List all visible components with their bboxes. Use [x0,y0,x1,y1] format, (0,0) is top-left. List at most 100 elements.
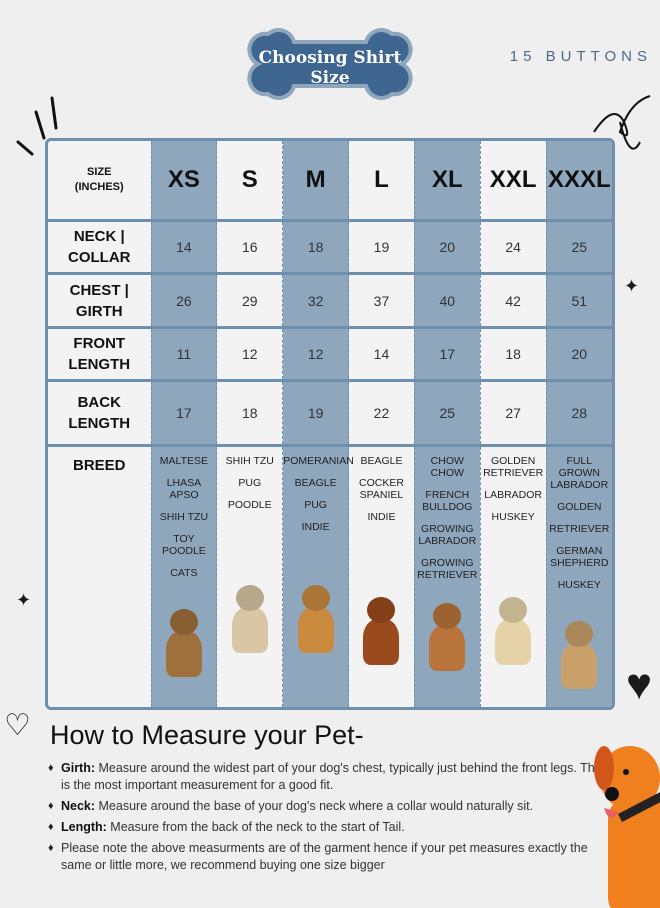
breed-name: INDIE [367,511,396,524]
breed-name: MALTESE [159,455,209,468]
measure-text: Measure around the base of your dog's ne… [95,799,534,813]
breed-name: FULL GROWN LABRADOR [550,455,609,492]
breed-name: PUG [304,499,327,512]
measure-item: Neck: Measure around the base of your do… [48,798,608,815]
value-xs: 14 [150,220,217,276]
dog-photo [162,609,206,679]
value-s: 16 [216,220,283,276]
dog-photo [359,597,403,667]
table-row: NECK | COLLAR 14 16 18 19 20 24 25 [48,220,612,276]
breed-name: POODLE [227,499,272,512]
value-xxl: 42 [479,273,547,330]
value-xl: 25 [413,380,481,448]
size-xxl: XXL [479,141,547,223]
table-row: FRONT LENGTH 11 12 12 14 17 18 20 [48,327,612,383]
value-xxl: 27 [479,380,547,448]
breed-name: GROWING RETRIEVER [417,557,478,582]
value-m: 12 [282,327,349,383]
value-xxl: 24 [479,220,547,276]
measure-item: Please note the above measurments are of… [48,840,608,874]
breed-name: GROWING LABRADOR [418,523,477,548]
heart-outline-icon: ♡ [4,709,31,742]
breed-name: COCKER SPANIEL [358,477,404,502]
size-header-row: SIZE (INCHES) XS S M L XL XXL XXXL [48,141,612,223]
breed-row: BREED MALTESE LHASA APSO SHIH TZU TOY POODLE… [48,445,612,707]
breed-name: PUG [238,477,262,490]
breed-name: GOLDEN RETRIEVER [483,455,544,480]
breed-name: POMERANIAN [283,455,354,468]
measure-text: Please note the above measurments are of… [61,841,588,872]
value-xs: 17 [150,380,217,448]
value-l: 37 [348,273,415,330]
value-xxl: 18 [479,327,547,383]
breed-name: CHOW CHOW [430,455,464,480]
measure-term: Girth: [61,761,96,775]
breed-name: INDIE [301,521,330,534]
dog-photo [294,585,338,655]
measure-text: Measure from the back of the neck to the… [106,820,405,834]
measure-list: Girth: Measure around the widest part of… [48,760,608,878]
dog-photo [491,597,535,667]
page-title: Choosing Shirt Size [258,48,402,88]
breed-name: SHIH TZU [159,511,209,524]
value-s: 18 [216,380,283,448]
breed-name: GERMAN SHEPHERD [550,545,609,570]
value-xxxl: 20 [545,327,612,383]
breed-cell-l: BEAGLE COCKER SPANIEL INDIE [348,445,415,707]
measure-title: How to Measure your Pet- [50,720,364,750]
measure-item: Girth: Measure around the widest part of… [48,760,608,794]
value-s: 12 [216,327,283,383]
size-chart: SIZE (INCHES) XS S M L XL XXL XXXL NECK |… [45,138,615,710]
sparkle-icon: ✦ [16,590,32,610]
cartoon-dog-icon [594,746,660,908]
size-l: L [348,141,415,223]
bone-banner [247,28,413,100]
value-m: 32 [282,273,349,330]
dog-photo [228,585,272,655]
value-m: 18 [282,220,349,276]
breed-name: HUSKEY [491,511,535,524]
value-xxxl: 51 [545,273,612,330]
doodle-swirl-icon [593,95,651,150]
breed-name: HUSKEY [557,579,601,592]
size-xl: XL [413,141,481,223]
table-row: CHEST | GIRTH 26 29 32 37 40 42 51 [48,273,612,330]
value-xl: 40 [413,273,481,330]
size-m: M [282,141,349,223]
breed-name: BEAGLE [294,477,337,490]
breed-name: BEAGLE [360,455,403,468]
dog-photo [425,603,469,673]
breed-name: TOY POODLE [162,533,206,558]
brand-logo: 15 BUTTONS [509,48,652,65]
corner-label: SIZE (INCHES) [48,141,151,223]
dog-photo [557,621,601,691]
row-label: NECK | COLLAR [48,220,151,276]
doodle-lines-icon [16,96,58,156]
breed-name: SHIH TZU [225,455,274,468]
measure-item: Length: Measure from the back of the nec… [48,819,608,836]
value-xl: 17 [413,327,481,383]
measure-term: Neck: [61,799,96,813]
size-xxxl: XXXL [545,141,612,223]
value-xxxl: 25 [545,220,612,276]
breed-name: LABRADOR [484,489,543,502]
row-label: CHEST | GIRTH [48,273,151,330]
value-s: 29 [216,273,283,330]
value-xs: 26 [150,273,217,330]
breed-name: CATS [170,567,198,580]
sparkle-icon: ✦ [624,276,640,296]
breed-name: LHASA APSO [166,477,202,502]
value-l: 14 [348,327,415,383]
value-xl: 20 [413,220,481,276]
breed-cell-m: POMERANIAN BEAGLE PUG INDIE [282,445,354,707]
breed-cell-xs: MALTESE LHASA APSO SHIH TZU TOY POODLE CATS [150,445,217,707]
row-label: FRONT LENGTH [48,327,151,383]
value-l: 22 [348,380,415,448]
table-row: BACK LENGTH 17 18 19 22 25 27 28 [48,380,612,448]
value-xs: 11 [150,327,217,383]
breed-cell-xxl: GOLDEN RETRIEVER LABRADOR HUSKEY [479,445,547,707]
breed-label: BREED [72,457,126,475]
row-label: BACK LENGTH [48,380,151,448]
value-m: 19 [282,380,349,448]
value-l: 19 [348,220,415,276]
